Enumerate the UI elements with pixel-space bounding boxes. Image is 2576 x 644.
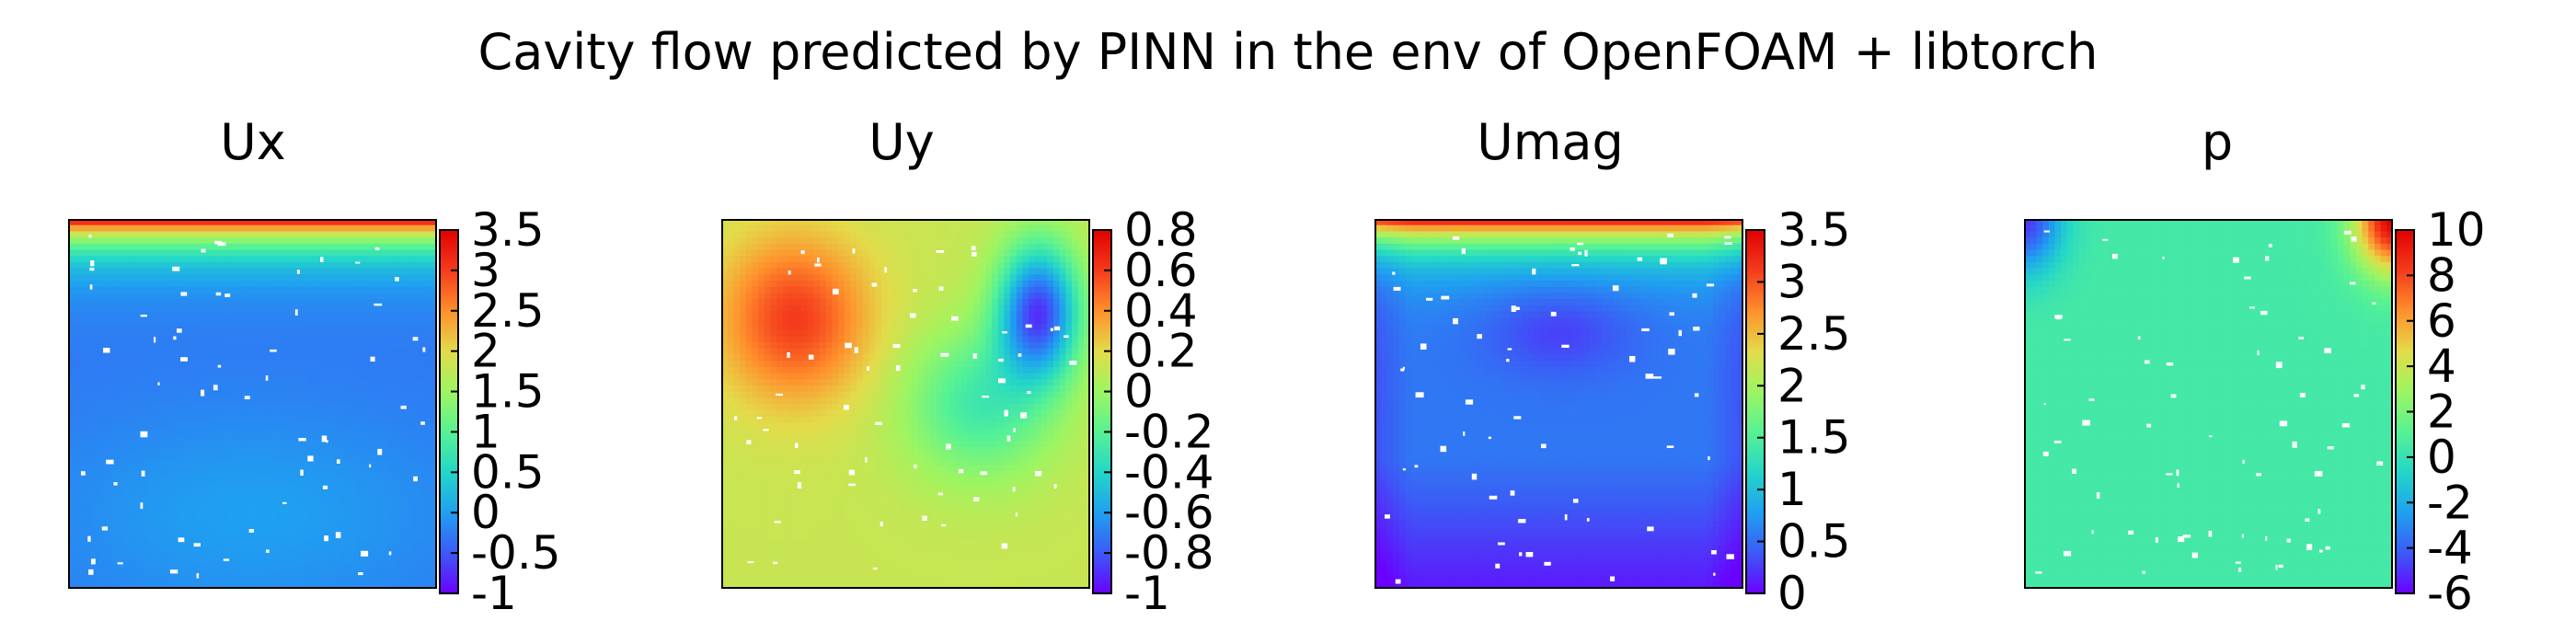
colorbar-tick-label: -6 — [2427, 567, 2473, 620]
panel-uy: Uy 0.8 0.6 0.4 0.2 0 -0.2 -0.4 -0.6 -0.8 -1 — [649, 0, 1293, 644]
colorbar-tick-label: 0.5 — [1777, 515, 1851, 569]
colorbar-tick-label: 3 — [1777, 255, 1807, 308]
colorbar-uy: 0.80.60.40.20-0.2-0.4-0.6-0.8-1 — [649, 0, 1293, 644]
panel-umag: Umag 3.5 3 2.5 2 1.5 1 0.5 0 — [1297, 0, 1941, 644]
panel-ux: Ux 3.5 3 2.5 2 1.5 1 0.5 0 -0.5 -1 — [0, 0, 644, 644]
colorbar-tick-label: 1 — [1777, 463, 1807, 516]
colorbar-tick-label: -1 — [471, 567, 517, 620]
colorbar-ux: 3.532.521.510.50-0.5-1 — [0, 0, 644, 644]
colorbar-tick-label: -1 — [1124, 567, 1170, 620]
colorbar-tick-label: 2.5 — [1777, 307, 1851, 361]
colorbar-tick-label: 0 — [1777, 567, 1807, 620]
panel-p: p 10 8 6 4 2 0 -2 -4 -6 — [1932, 0, 2576, 644]
colorbar-tick-label: 1.5 — [1777, 411, 1851, 465]
colorbar-tick-label: 3.5 — [1777, 203, 1851, 257]
colorbar-umag: 3.532.521.510.50 — [1297, 0, 1941, 644]
colorbar-tick-label: 2 — [1777, 359, 1807, 412]
